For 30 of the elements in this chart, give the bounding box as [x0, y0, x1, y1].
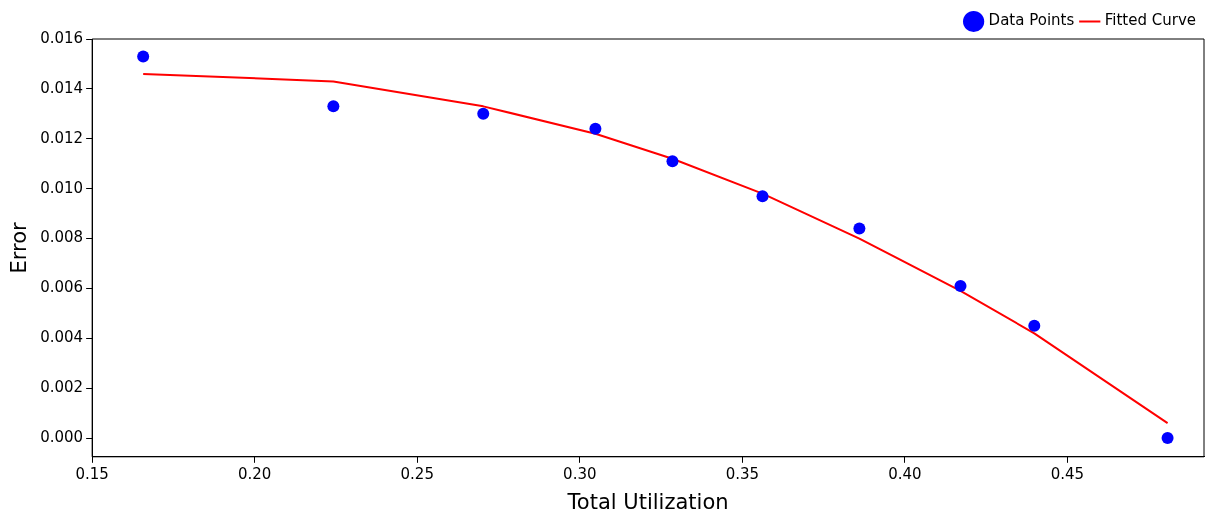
- y-tick-label: 0.004: [40, 328, 84, 347]
- x-tick-label: 0.35: [725, 464, 760, 483]
- y-tick-label: 0.000: [40, 427, 84, 446]
- x-tick-label: 0.45: [1050, 464, 1085, 483]
- y-tick-label: 0.008: [40, 228, 84, 247]
- x-tick-label: 0.40: [888, 464, 922, 483]
- point: [1161, 432, 1174, 445]
- x-tick-label: 0.15: [75, 464, 109, 483]
- y-axis-title: Error: [7, 221, 32, 274]
- point: [1028, 319, 1041, 332]
- point: [954, 279, 967, 292]
- point: [853, 222, 866, 235]
- y-tick-label: 0.016: [40, 28, 84, 47]
- point: [477, 107, 490, 120]
- point: [589, 122, 602, 135]
- y-tick-label: 0.012: [40, 128, 84, 147]
- point: [756, 190, 769, 203]
- point: [327, 100, 340, 113]
- x-tick-label: 0.25: [400, 464, 434, 483]
- x-tick-label: 0.30: [563, 464, 597, 483]
- legend-label: Fitted Curve: [1104, 11, 1197, 30]
- y-tick-label: 0.014: [40, 78, 84, 97]
- y-tick-label: 0.002: [40, 378, 84, 397]
- point: [666, 155, 679, 168]
- point: [137, 50, 150, 63]
- legend-label: Data Points: [988, 11, 1075, 30]
- y-tick-label: 0.010: [40, 178, 84, 197]
- y-tick-label: 0.006: [40, 278, 84, 297]
- x-axis-title: Total Utilization: [566, 489, 729, 514]
- x-tick-label: 0.20: [237, 464, 272, 483]
